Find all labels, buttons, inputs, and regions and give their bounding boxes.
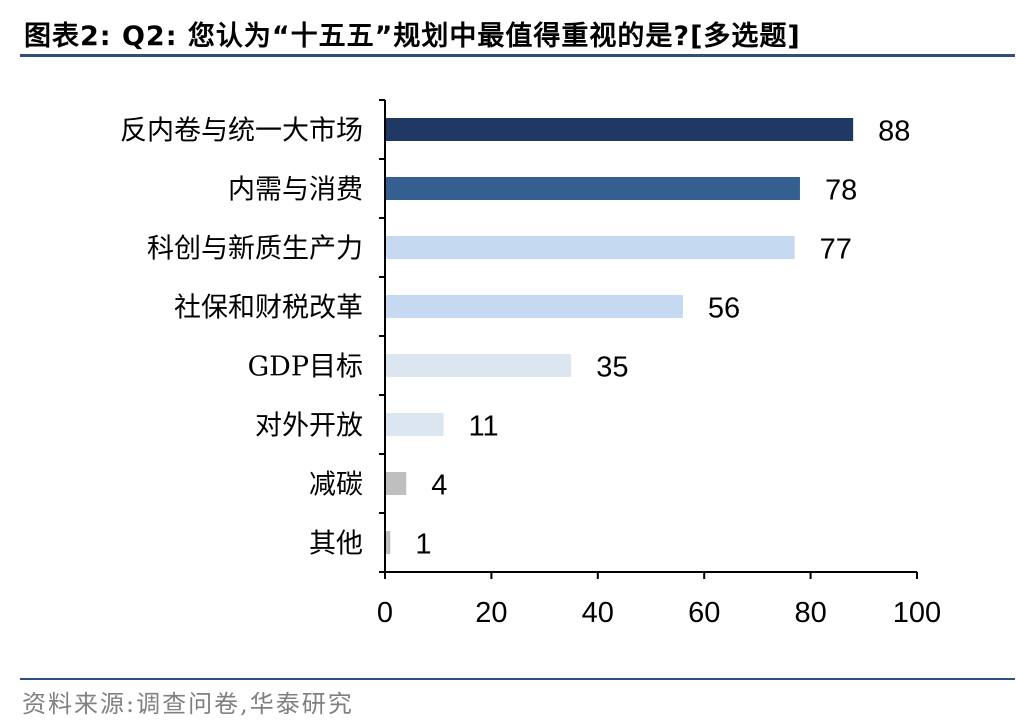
bar-2 xyxy=(385,236,795,259)
x-tick-label-4: 80 xyxy=(794,597,826,629)
figure-title: 图表2: Q2: 您认为“十五五”规划中最值得重视的是?[多选题] xyxy=(24,21,801,52)
bar-5 xyxy=(385,413,444,436)
category-label-4: GDP目标 xyxy=(248,352,363,383)
footer-divider xyxy=(20,678,1015,680)
header-divider xyxy=(20,54,1015,57)
bar-3 xyxy=(385,295,683,318)
value-label-6: 4 xyxy=(431,470,447,502)
value-label-7: 1 xyxy=(415,529,431,561)
bar-0 xyxy=(385,118,854,141)
value-label-2: 77 xyxy=(820,234,852,266)
value-label-5: 11 xyxy=(469,411,499,443)
category-label-3: 社保和财税改革 xyxy=(174,293,363,324)
x-tick-labels: 0 20 40 60 80 100 xyxy=(377,597,941,629)
value-labels: 88 78 77 56 35 11 41 xyxy=(415,116,910,561)
x-tick-label-3: 60 xyxy=(688,597,720,629)
category-label-1: 内需与消费 xyxy=(228,175,363,206)
value-label-0: 88 xyxy=(878,116,910,148)
bar-4 xyxy=(385,354,572,377)
value-label-1: 78 xyxy=(825,175,857,207)
bar-series xyxy=(385,118,854,554)
figure-header: 图表2: Q2: 您认为“十五五”规划中最值得重视的是?[多选题] xyxy=(20,12,1015,57)
category-label-7: 其他 xyxy=(309,529,363,560)
category-label-2: 科创与新质生产力 xyxy=(147,234,363,265)
bar-6 xyxy=(385,472,407,495)
x-tick-label-0: 0 xyxy=(377,597,393,629)
x-tick-label-5: 100 xyxy=(893,597,941,629)
bar-1 xyxy=(385,177,800,200)
bar-7 xyxy=(385,531,391,554)
value-label-4: 35 xyxy=(596,352,628,384)
chart-axes xyxy=(379,99,918,579)
value-label-3: 56 xyxy=(708,293,740,325)
x-tick-label-1: 20 xyxy=(475,597,507,629)
source-note: 资料来源:调查问卷,华泰研究 xyxy=(22,690,354,718)
category-label-0: 反内卷与统一大市场 xyxy=(120,116,363,147)
category-label-6: 减碳 xyxy=(309,470,363,501)
x-tick-label-2: 40 xyxy=(582,597,614,629)
category-label-5: 对外开放 xyxy=(255,411,363,442)
